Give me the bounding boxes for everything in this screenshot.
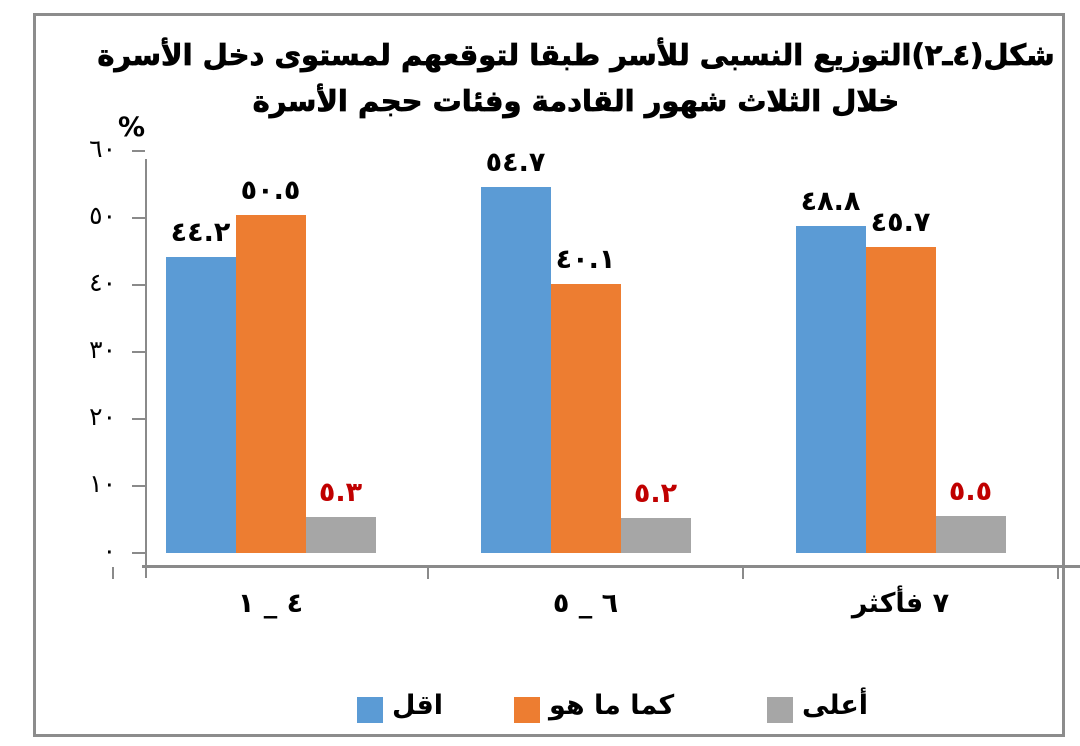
bar-value-label: ٤٤.٢ bbox=[170, 216, 231, 248]
legend-label: أعلى bbox=[802, 690, 869, 721]
bar-lower-group3 bbox=[795, 226, 866, 553]
bar-value-label: ٤٨.٨ bbox=[800, 186, 861, 218]
y-tick-label: ٣٠ bbox=[89, 335, 116, 364]
bar-same-group2 bbox=[550, 284, 621, 553]
y-tick-label: ٠ bbox=[102, 536, 116, 565]
category-label-group2: ٦ _ ٥ bbox=[552, 588, 619, 619]
bar-higher-group1 bbox=[305, 517, 376, 553]
y-tick-label: ٥٠ bbox=[89, 201, 116, 230]
bar-value-label: ٥.٣ bbox=[318, 477, 363, 509]
y-tick-mark bbox=[132, 284, 145, 286]
bar-same-group1 bbox=[235, 214, 306, 553]
bar-value-label: ٥٠.٥ bbox=[240, 174, 301, 206]
bar-lower-group2 bbox=[480, 186, 551, 553]
y-tick-mark bbox=[132, 351, 145, 353]
y-axis-unit-label: % bbox=[118, 112, 146, 143]
y-tick-label: ١٠ bbox=[89, 469, 116, 498]
x-tick-mark bbox=[742, 567, 744, 579]
bar-value-label: ٥٤.٧ bbox=[485, 146, 546, 178]
chart-title-line-2: خلال الثلاث شهور القادمة وفئات حجم الأسر… bbox=[252, 84, 900, 119]
chart-frame: شكل(٤ـ٢)التوزيع النسبى للأسر طبقا لتوقعه… bbox=[33, 13, 1080, 737]
bar-higher-group3 bbox=[935, 516, 1006, 553]
bar-value-label: ٤٥.٧ bbox=[870, 206, 931, 238]
legend-swatch bbox=[357, 697, 383, 723]
bar-higher-group2 bbox=[620, 518, 691, 553]
legend-swatch bbox=[514, 697, 540, 723]
y-tick-mark bbox=[132, 150, 145, 152]
x-axis-line bbox=[142, 565, 1080, 568]
bar-same-group3 bbox=[865, 246, 936, 553]
x-tick-mark bbox=[1057, 567, 1059, 579]
y-tick-label: ٦٠ bbox=[89, 134, 116, 163]
y-tick-label: ٤٠ bbox=[89, 268, 116, 297]
y-tick-mark bbox=[132, 552, 145, 554]
x-tick-mark bbox=[112, 567, 114, 579]
y-tick-mark bbox=[132, 217, 145, 219]
legend-label: اقل bbox=[392, 690, 444, 721]
category-label-group3: ٧ فأكثر bbox=[851, 588, 950, 619]
bar-value-label: ٥.٥ bbox=[948, 476, 993, 508]
legend-swatch bbox=[767, 697, 793, 723]
bar-value-label: ٥.٢ bbox=[633, 478, 678, 510]
bar-lower-group1 bbox=[165, 256, 236, 553]
y-tick-mark bbox=[132, 418, 145, 420]
chart-title-line-1: شكل(٤ـ٢)التوزيع النسبى للأسر طبقا لتوقعه… bbox=[97, 38, 1055, 73]
legend-label: كما ما هو bbox=[549, 690, 675, 721]
x-tick-mark bbox=[427, 567, 429, 579]
bar-value-label: ٤٠.١ bbox=[555, 244, 616, 276]
category-label-group1: ٤ _ ١ bbox=[237, 588, 304, 619]
y-axis-line bbox=[145, 159, 147, 578]
y-tick-mark bbox=[132, 485, 145, 487]
y-tick-label: ٢٠ bbox=[89, 402, 116, 431]
